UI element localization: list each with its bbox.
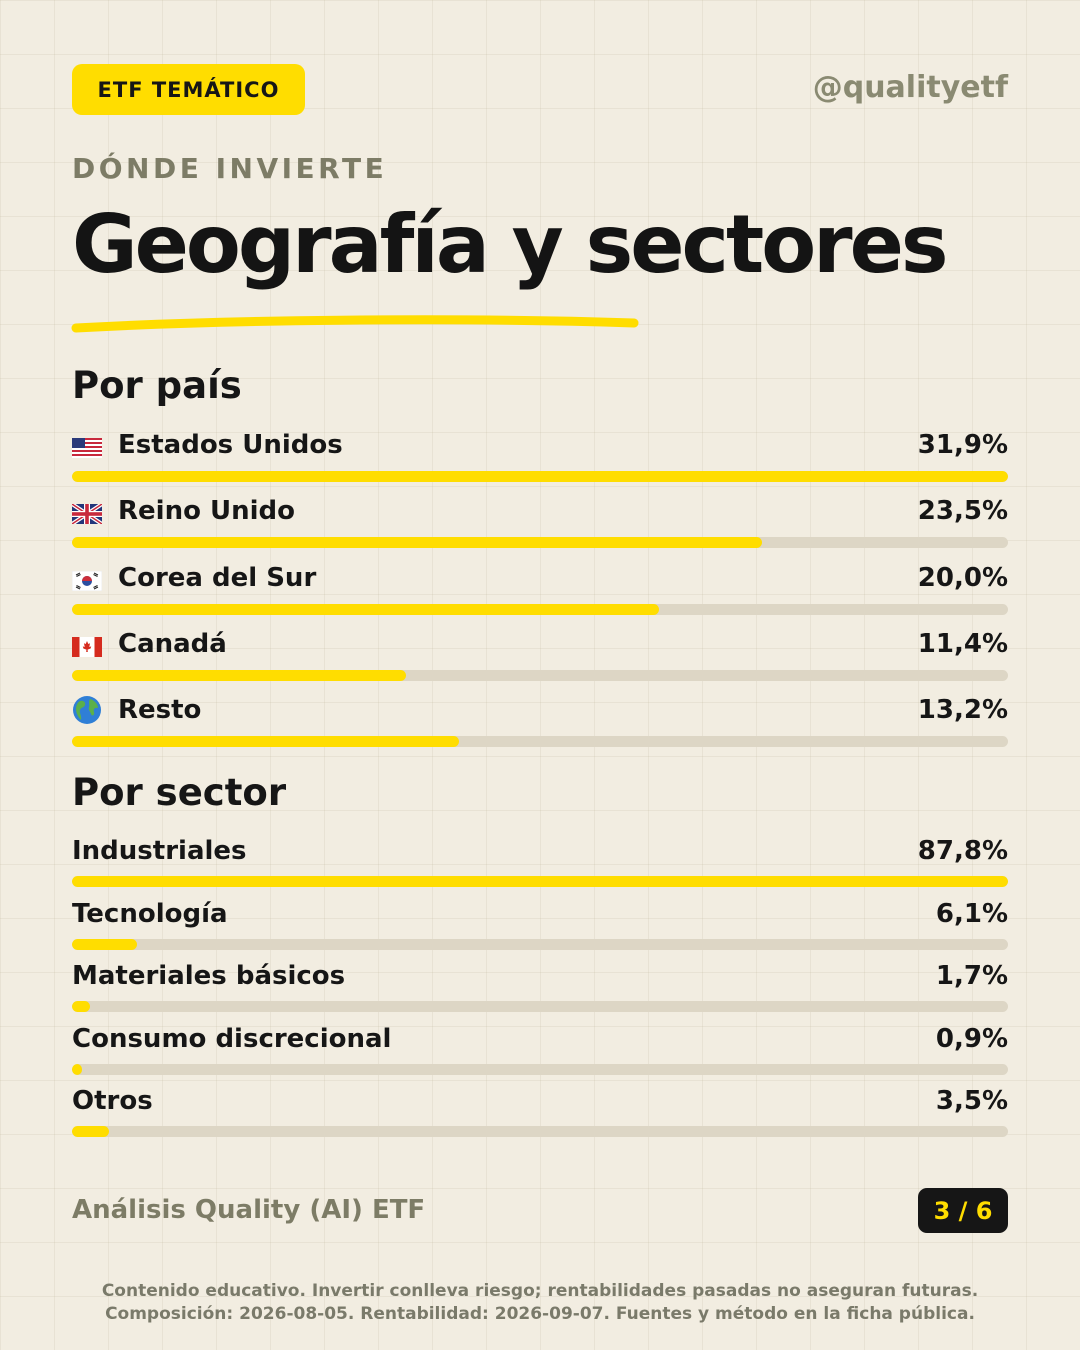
sector-section-title: Por sector [72,771,287,814]
canada-flag-icon [72,634,102,657]
country-bar [72,669,407,681]
country-bar-track [72,669,1008,681]
sector-bar-track [72,876,1008,887]
sector-bar [72,938,138,950]
country-value-label: 31,9% [917,430,1008,460]
country-category-label: Corea del Sur [118,562,317,593]
sector-category-label: Consumo discrecional [72,1023,392,1054]
sector-bar [72,1063,82,1075]
sector-value-label: 0,9% [935,1023,1008,1054]
country-bar-track [72,603,1008,615]
sector-bar [72,1001,91,1012]
uk-flag-icon [70,501,104,526]
sector-row-label: Materiales básicos [72,961,345,991]
sector-bar [72,1126,110,1137]
country-value-label: 13,2% [917,695,1008,725]
sector-category-label: Industriales [72,836,247,866]
country-category-label: Reino Unido [118,496,295,527]
title-underline-decoration [71,315,639,333]
country-row-label: Corea del Sur [71,562,317,593]
us-flag-icon [72,435,102,458]
sector-bar-track [72,1001,1008,1012]
country-category-label: Canadá [118,628,227,659]
sector-category-label: Otros [72,1086,153,1116]
country-bar [72,736,460,747]
country-bar-track [72,537,1008,549]
country-bar-track [72,471,1008,482]
sector-row-label: Otros [72,1086,153,1116]
disclaimer-line-2: Composición: 2026-08-05. Rentabilidad: 2… [105,1304,975,1324]
page-title: Geografía y sectores [72,198,948,291]
sector-row-label: Tecnología [72,899,228,929]
sector-value-label: 1,7% [935,961,1008,991]
country-bar-track [72,736,1008,747]
footer-fund-name: Análisis Quality (AI) ETF [72,1195,426,1225]
country-row-label: Estados Unidos [72,430,343,460]
theme-badge: ETF TEMÁTICO [72,64,305,115]
sector-value-label: 3,5% [935,1086,1008,1116]
country-bar [72,537,762,549]
sector-row-label: Consumo discrecional [72,1024,391,1054]
sector-bar-track [72,1126,1008,1137]
country-value-label: 23,5% [917,496,1008,527]
sector-bar-track [72,1063,1008,1075]
country-row-label: Canadá [72,629,227,659]
country-category-label: Resto [118,695,202,725]
country-value-label: 20,0% [917,562,1008,593]
sector-category-label: Tecnología [72,898,228,929]
disclaimer-line-1: Contenido educativo. Invertir conlleva r… [101,1281,979,1301]
section-kicker: DÓNDE INVIERTE [72,152,388,185]
sector-row-label: Industriales [72,836,247,866]
country-category-label: Estados Unidos [118,430,343,460]
sector-value-label: 87,8% [917,836,1008,866]
country-row-label: Resto [72,695,201,725]
page-indicator: 3 / 6 [918,1188,1008,1233]
sector-bar-track [72,938,1008,950]
country-section-title: Por país [72,364,242,407]
globe-icon [72,695,102,725]
sector-category-label: Materiales básicos [72,961,346,991]
country-row-label: Reino Unido [70,496,295,527]
country-bar [72,471,1008,482]
country-bar [72,603,659,615]
account-handle: @qualityetf [812,70,1008,105]
sector-value-label: 6,1% [935,898,1008,929]
country-value-label: 11,4% [917,628,1008,659]
sector-bar [72,876,1008,887]
south-korea-flag-icon [71,568,103,591]
